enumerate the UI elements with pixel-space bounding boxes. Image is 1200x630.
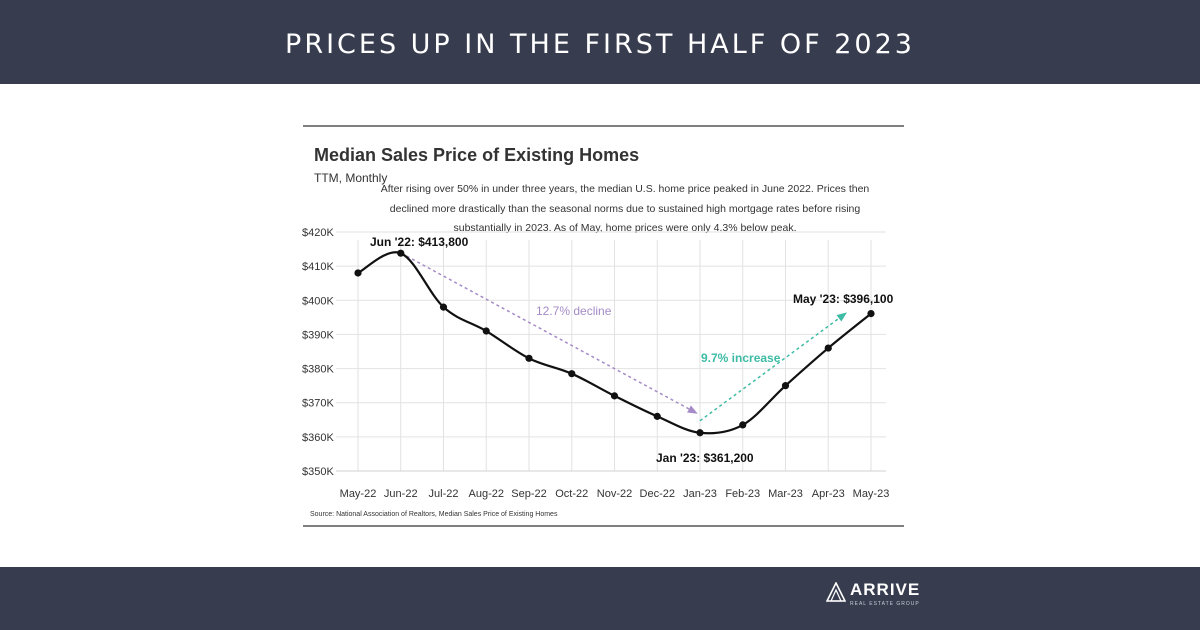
x-tick-label: Nov-22 xyxy=(597,488,632,500)
y-tick-label: $360K xyxy=(302,432,334,444)
footer-bar: ARRIVE REAL ESTATE GROUP xyxy=(0,567,1200,630)
x-tick-label: May-22 xyxy=(340,488,377,500)
data-point-Apr-23 xyxy=(824,344,832,352)
y-tick-label: $390K xyxy=(302,329,334,341)
y-tick-label: $370K xyxy=(302,398,334,410)
x-tick-label: Feb-23 xyxy=(725,488,760,500)
data-point-Oct-22 xyxy=(568,370,576,378)
x-tick-label: Jul-22 xyxy=(429,488,459,500)
description-line-2: declined more drastically than the seaso… xyxy=(390,203,861,215)
brand-name: ARRIVE xyxy=(850,580,921,599)
y-tick-label: $410K xyxy=(302,261,334,273)
description-line-3: substantially in 2023. As of May, home p… xyxy=(454,222,797,234)
description-line-1: After rising over 50% in under three yea… xyxy=(381,183,870,195)
data-point-Jan-23 xyxy=(696,429,704,437)
data-point-Jun-22 xyxy=(397,249,405,257)
y-tick-label: $380K xyxy=(302,364,334,376)
y-tick-label: $420K xyxy=(302,227,334,239)
data-point-Sep-22 xyxy=(525,354,533,362)
x-tick-label: Sep-22 xyxy=(511,488,546,500)
decline-arrow xyxy=(406,255,698,414)
grid xyxy=(336,231,886,472)
data-point-Mar-23 xyxy=(781,382,790,390)
data-point-Dec-22 xyxy=(653,412,661,420)
y-axis: $350K $360K $370K $380K $390K $400K $410K $420K xyxy=(302,227,334,478)
x-axis: May-22 Jun-22 Jul-22 Aug-22 Sep-22 Oct-22 Nov-… xyxy=(340,488,890,500)
decline-label: 12.7% decline xyxy=(536,304,612,318)
chart-title: Median Sales Price of Existing Homes xyxy=(314,145,639,165)
increase-label: 9.7% increase xyxy=(701,351,781,365)
data-point-Aug-22 xyxy=(482,327,490,335)
peak-label: Jun '22: $413,800 xyxy=(370,235,469,249)
x-tick-label: Aug-22 xyxy=(469,488,504,500)
data-point-Feb-23 xyxy=(739,421,747,429)
headline: PRICES UP IN THE FIRST HALF OF 2023 xyxy=(285,28,915,60)
increase-arrow xyxy=(699,312,847,422)
x-tick-label: Jun-22 xyxy=(384,488,418,500)
data-point-May-22 xyxy=(354,269,362,277)
data-point-May-23 xyxy=(867,310,875,318)
x-tick-label: Jan-23 xyxy=(683,488,717,500)
trough-label: Jan '23: $361,200 xyxy=(656,451,754,465)
chart-subtitle: TTM, Monthly xyxy=(314,171,387,185)
data-point-Jul-22 xyxy=(439,303,448,311)
latest-label: May '23: $396,100 xyxy=(793,292,894,306)
x-tick-label: Dec-22 xyxy=(640,488,675,500)
data-points xyxy=(354,249,875,437)
brand-tagline: REAL ESTATE GROUP xyxy=(850,601,920,607)
y-tick-label: $350K xyxy=(302,466,334,478)
x-tick-label: Mar-23 xyxy=(768,488,803,500)
x-tick-label: Apr-23 xyxy=(812,488,845,500)
y-tick-label: $400K xyxy=(302,295,334,307)
arrive-logo[interactable]: ARRIVE REAL ESTATE GROUP xyxy=(826,580,926,620)
data-point-Nov-22 xyxy=(610,392,619,400)
source-note: Source: National Association of Realtors… xyxy=(310,511,558,518)
x-tick-label: Oct-22 xyxy=(555,488,588,500)
x-tick-label: May-23 xyxy=(853,488,890,500)
header-banner: PRICES UP IN THE FIRST HALF OF 2023 xyxy=(0,0,1200,84)
triangle-logo-icon xyxy=(826,582,846,602)
